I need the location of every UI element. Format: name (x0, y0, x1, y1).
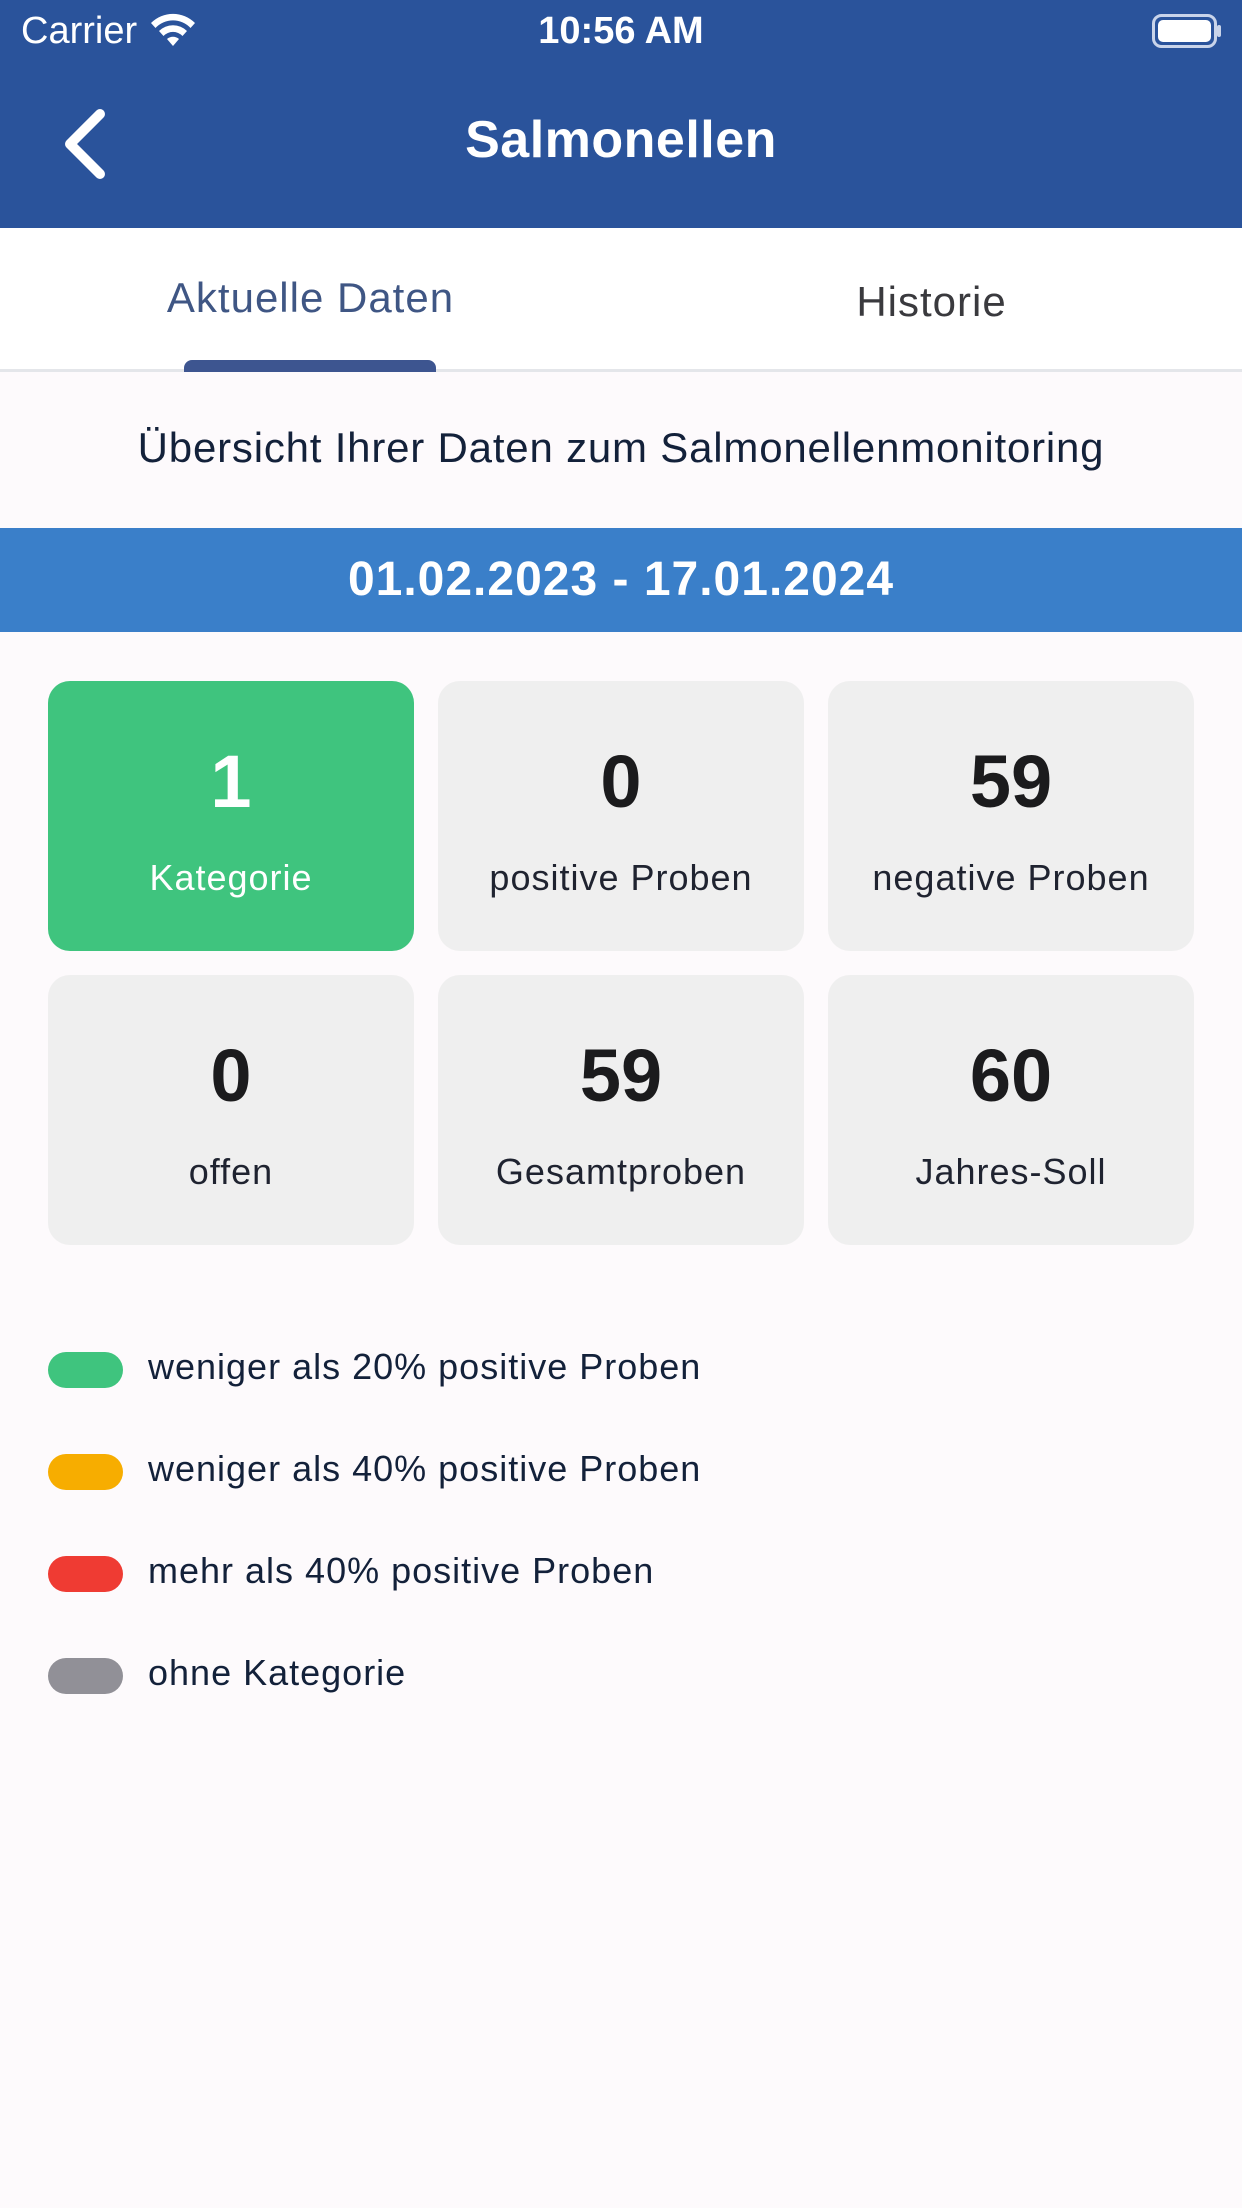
wifi-icon (151, 13, 195, 46)
tab-aktuelle-daten[interactable]: Aktuelle Daten (0, 228, 621, 372)
page-title: Salmonellen (465, 111, 777, 169)
tile-label: positive Proben (489, 857, 753, 898)
tab-selected-indicator (184, 360, 436, 372)
overview-text: Übersicht Ihrer Daten zum Salmonellenmon… (137, 424, 1105, 471)
chevron-left-icon (65, 109, 105, 179)
battery-icon (1152, 14, 1221, 48)
legend-item: ohne Kategorie (48, 1652, 948, 1696)
tile-label: offen (188, 1151, 274, 1192)
back-button[interactable] (56, 108, 112, 180)
legend-swatch (48, 1658, 123, 1694)
date-range-bar: 01.02.2023 - 17.01.2024 (0, 528, 1242, 632)
tile-value: 59 (579, 1034, 663, 1117)
tab-historie[interactable]: Historie (621, 228, 1242, 372)
tile-label: Kategorie (149, 857, 313, 898)
tile-kategorie: 1 Kategorie (48, 681, 414, 951)
legend-swatch (48, 1556, 123, 1592)
nav-header: Carrier 10:56 AM Salmonellen (0, 0, 1242, 228)
tile-value: 0 (210, 1034, 252, 1117)
tile-label: negative Proben (872, 857, 1150, 898)
tile-value: 1 (210, 740, 252, 823)
status-time: 10:56 AM (538, 10, 704, 52)
legend-item: mehr als 40% positive Proben (48, 1550, 948, 1594)
tab-label: Aktuelle Daten (166, 274, 455, 321)
tile-label: Gesamtproben (495, 1151, 747, 1192)
status-carrier: Carrier (21, 10, 138, 52)
tile-offen: 0 offen (48, 975, 414, 1245)
tile-gesamtproben: 59 Gesamtproben (438, 975, 804, 1245)
tile-value: 0 (600, 740, 642, 823)
tile-label: Jahres-Soll (915, 1151, 1107, 1192)
legend-swatch (48, 1352, 123, 1388)
legend-label: weniger als 20% positive Proben (148, 1346, 702, 1387)
tile-negative-proben: 59 negative Proben (828, 681, 1194, 951)
tile-positive-proben: 0 positive Proben (438, 681, 804, 951)
tab-label: Historie (856, 278, 1007, 325)
legend-label: ohne Kategorie (148, 1652, 407, 1693)
tile-value: 59 (969, 740, 1053, 823)
tab-bar: Aktuelle Daten Historie (0, 228, 1242, 372)
legend-label: weniger als 40% positive Proben (148, 1448, 702, 1489)
date-range: 01.02.2023 - 17.01.2024 (347, 553, 895, 606)
legend-swatch (48, 1454, 123, 1490)
legend-label: mehr als 40% positive Proben (148, 1550, 655, 1591)
legend-item: weniger als 20% positive Proben (48, 1346, 948, 1390)
tile-value: 60 (969, 1034, 1053, 1117)
legend-item: weniger als 40% positive Proben (48, 1448, 948, 1492)
tile-jahres-soll: 60 Jahres-Soll (828, 975, 1194, 1245)
